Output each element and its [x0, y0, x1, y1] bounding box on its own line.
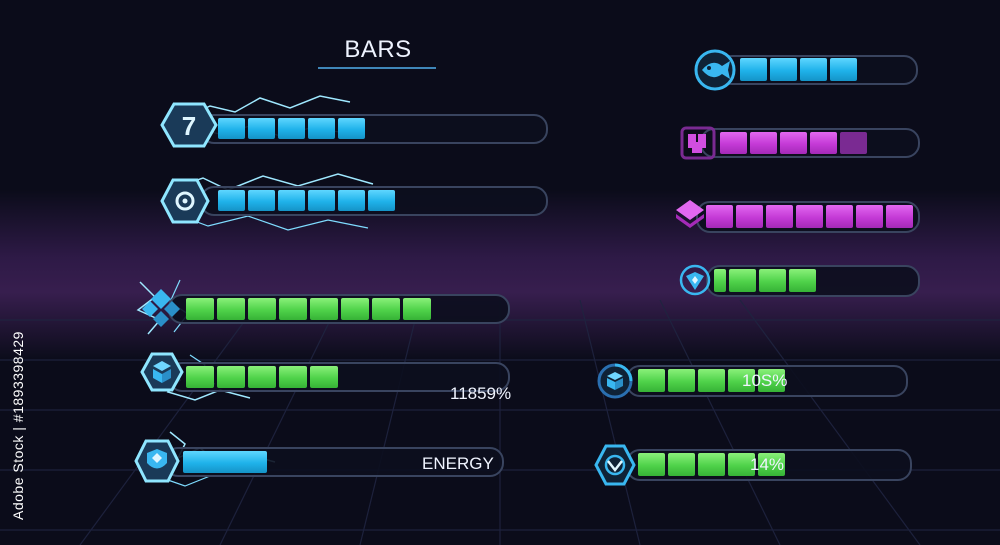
bar-segment — [826, 205, 853, 228]
bar-segment — [796, 205, 823, 228]
bar-segment — [217, 366, 245, 388]
bar-segment — [338, 190, 365, 211]
bar-segment — [766, 205, 793, 228]
bar-segment — [714, 269, 726, 292]
bar-segment — [310, 298, 338, 320]
bar-segments — [186, 298, 431, 320]
bar-segments — [706, 205, 913, 228]
bar-segment — [728, 453, 755, 476]
bar-value-label: 11859% — [450, 384, 512, 403]
bar-segment — [770, 58, 797, 81]
bar-segment — [810, 132, 837, 154]
bar-segment — [886, 205, 913, 228]
lightning-effect — [172, 173, 374, 231]
bar-percent-label: 10S% — [742, 371, 788, 390]
bar-segment — [638, 453, 665, 476]
svg-text:7: 7 — [182, 111, 196, 141]
bar-segment — [279, 366, 307, 388]
crest-icon — [594, 444, 636, 486]
bar-segment — [186, 366, 214, 388]
bar-segments — [186, 366, 338, 388]
bar-segment — [218, 190, 245, 211]
bar-segment — [668, 369, 695, 392]
bar-segment — [729, 269, 756, 292]
bar-segment — [830, 58, 857, 81]
bar-segment — [248, 366, 276, 388]
bar-segment — [278, 190, 305, 211]
bar-segment — [310, 366, 338, 388]
bar-segment — [856, 205, 883, 228]
bar-segment — [750, 132, 777, 154]
crate-icon — [597, 363, 633, 399]
shield-gem-icon — [134, 439, 180, 483]
bar-segments — [740, 58, 857, 81]
bar-segments — [720, 132, 867, 154]
bar-segment — [668, 453, 695, 476]
bar-segment — [638, 369, 665, 392]
emblem-icon — [679, 264, 711, 296]
bar-segments — [218, 190, 395, 211]
bar-segment — [698, 453, 725, 476]
bar-segments — [638, 369, 785, 392]
bar-segments — [638, 453, 785, 476]
bar-segment — [186, 298, 214, 320]
bar-segment — [248, 190, 275, 211]
number-seven-icon: 7 — [160, 102, 218, 148]
bar-segment — [759, 269, 786, 292]
bar-segment — [217, 298, 245, 320]
bar-segment — [698, 369, 725, 392]
bar-segments — [218, 118, 365, 139]
bar-segment — [248, 118, 275, 139]
bar-segment — [403, 298, 431, 320]
watermark-side-text: Adobe Stock | #1893398429 — [10, 331, 26, 520]
bar-percent-label: 14% — [750, 455, 785, 474]
bar-segment — [279, 298, 307, 320]
bar-segment — [800, 58, 827, 81]
layered-diamond-icon — [676, 200, 704, 228]
bar-segment — [728, 369, 755, 392]
page-title: BARS — [344, 36, 412, 63]
bar-segment — [789, 269, 816, 292]
bar-segment — [248, 298, 276, 320]
bar-segments — [714, 269, 816, 292]
bar-segment — [338, 118, 365, 139]
bar-segment — [840, 132, 867, 154]
bar-segment — [758, 369, 785, 392]
bar-segment — [720, 132, 747, 154]
title-underline — [318, 67, 436, 69]
target-icon — [160, 178, 210, 224]
bar-segment — [308, 118, 335, 139]
bar-segment — [278, 118, 305, 139]
fish-icon — [694, 49, 736, 91]
bar-segment — [308, 190, 335, 211]
bar-segment — [706, 205, 733, 228]
diamond-cluster-icon — [142, 289, 180, 327]
bar-segment — [736, 205, 763, 228]
bar-segment — [341, 298, 369, 320]
bar-fill — [183, 451, 267, 473]
bar-segment — [368, 190, 395, 211]
bar-segment — [372, 298, 400, 320]
bar-segment — [780, 132, 807, 154]
bar-segment — [758, 453, 785, 476]
bar-title-label: ENERGY — [422, 454, 494, 473]
cube-stack-icon — [140, 352, 184, 392]
bar-segment — [740, 58, 767, 81]
bar-segment — [218, 118, 245, 139]
pixel-heart-icon — [680, 126, 716, 160]
